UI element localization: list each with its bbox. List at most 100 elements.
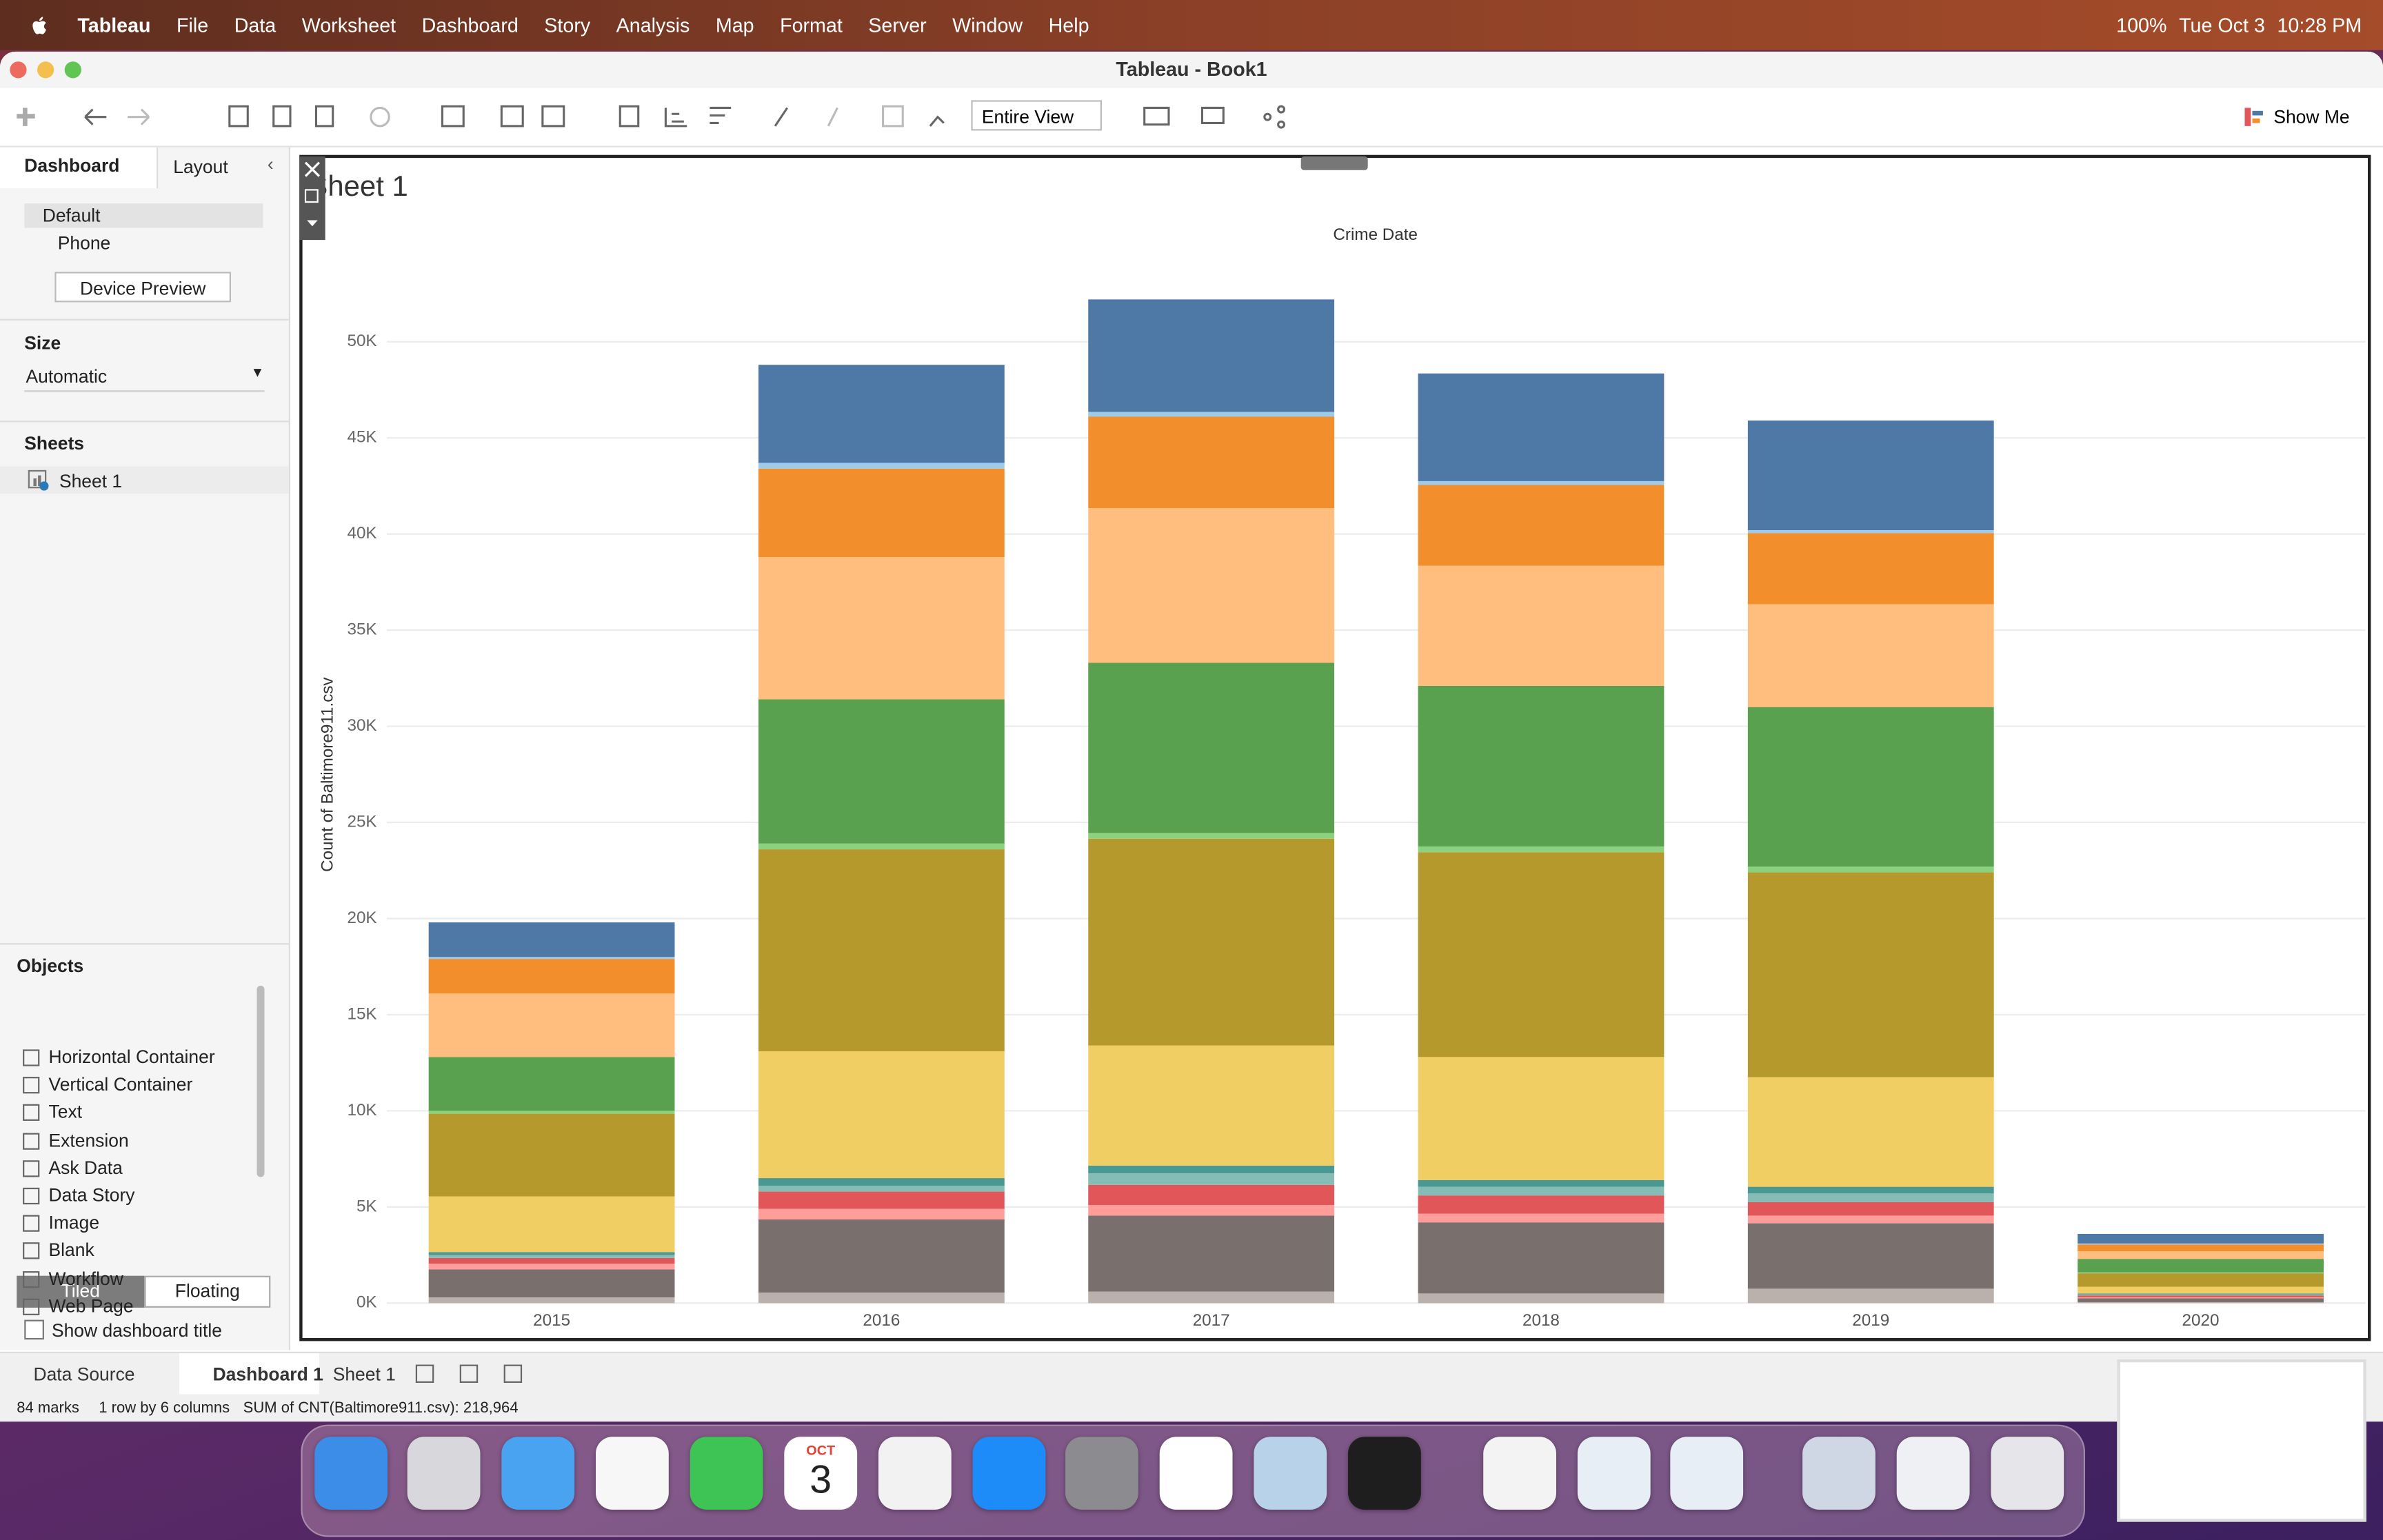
object-icon [23,1159,40,1177]
object-item[interactable]: Image [48,1212,100,1234]
dock-app-icon[interactable] [1577,1437,1651,1510]
bar-segment [758,849,1005,1051]
bar-segment [428,1255,675,1258]
y-tick-label: 5K [356,1197,377,1215]
x-axis-title: Crime Date [1333,225,1418,244]
bar-segment [428,922,675,958]
bar-segment [1747,1215,1994,1224]
menu-item[interactable]: Story [544,13,591,37]
menu-item[interactable]: File [177,13,209,37]
object-item[interactable]: Blank [48,1239,94,1262]
bar-segment [1418,1222,1665,1294]
dock-app-icon[interactable] [1896,1437,1970,1510]
device[interactable]: Phone [57,232,111,254]
dock-app-icon[interactable] [1991,1437,2064,1510]
control-icons [304,161,321,227]
scrollbar[interactable] [257,985,265,1177]
dropdown-arrow[interactable]: ▼ [250,364,265,380]
object-item[interactable]: Horizontal Container [48,1046,215,1068]
menu-item[interactable]: Server [868,13,927,37]
floating-button[interactable]: Floating [144,1275,271,1308]
collapse-arrow[interactable]: ‹ [267,153,274,175]
y-tick-label: 45K [347,428,376,447]
dock-app-icon[interactable] [1159,1437,1233,1510]
menu-item[interactable]: Data [234,13,276,37]
menu-item[interactable]: Dashboard [421,13,519,37]
status-items: 100% Tue Oct 3 10:28 PM [2116,14,2362,37]
bar-segment [428,1196,675,1253]
sheet-item[interactable]: Sheet 1 [59,470,123,492]
object-item[interactable]: Workflow [48,1267,123,1289]
menu-item[interactable]: Format [780,13,843,37]
menu-item[interactable]: Analysis [616,13,690,37]
dock-app-icon[interactable] [314,1437,388,1510]
object-item[interactable]: Web Page [48,1295,134,1317]
object-item[interactable]: Text [48,1102,83,1124]
divider [0,421,289,423]
menu-item[interactable]: Worksheet [301,13,396,37]
menu-item[interactable]: Map [715,13,754,37]
object-item[interactable]: Extension [48,1129,129,1151]
dock-app-icon[interactable] [1348,1437,1421,1510]
dock-app-icon[interactable] [1254,1437,1327,1510]
device[interactable]: Default [42,205,101,227]
checkbox-label[interactable]: Show dashboard title [51,1319,222,1341]
status-item[interactable]: 10:28 PM [2277,13,2362,37]
y-tick-label: 35K [347,620,376,639]
size-value[interactable]: Automatic [26,365,108,387]
object-icon [23,1049,40,1066]
bar-segment [1088,1173,1335,1185]
bar-segment [758,1293,1005,1304]
calendar-icon[interactable]: OCT 3 [784,1437,858,1510]
bar-segment [1088,507,1335,663]
bar-segment [1088,1165,1335,1174]
object-icon [23,1187,40,1205]
bar-segment [2078,1298,2324,1302]
traffic-lights[interactable] [9,61,85,79]
x-tick-label: 2020 [2182,1311,2220,1330]
bar-segment [2078,1297,2324,1299]
floating-controls[interactable] [299,156,325,241]
dock-app-icon[interactable] [1802,1437,1876,1510]
dock-app-icon[interactable] [1065,1437,1138,1510]
object-item[interactable]: Ask Data [48,1157,123,1179]
menu-item[interactable]: Window [952,13,1023,37]
status-item[interactable]: 100% [2116,13,2167,37]
checkbox[interactable] [24,1319,44,1340]
object-item[interactable]: Data Story [48,1184,135,1206]
status-item[interactable]: Tue Oct 3 [2179,13,2265,37]
new-tab-icons[interactable] [414,1362,535,1386]
bar-segment [428,1111,675,1114]
bar-segment [1747,1077,1994,1187]
show-me[interactable]: Show Me [2273,106,2350,128]
device-preview-button[interactable]: Device Preview [54,272,232,303]
tiled-button[interactable]: Tiled [17,1275,145,1308]
object-item[interactable]: Vertical Container [48,1074,193,1095]
app-name[interactable]: Tableau [77,13,151,37]
tab[interactable]: Data Source [33,1364,135,1386]
bar-segment [1747,530,1994,534]
dock-app-icon[interactable] [407,1437,481,1510]
dock-app-icon[interactable] [1670,1437,1744,1510]
dock-app-icon[interactable] [690,1437,763,1510]
menu-item[interactable]: Help [1048,13,1089,37]
bar-segment [2078,1293,2324,1295]
view-dropdown[interactable]: Entire View [971,100,1102,131]
dock-app-icon[interactable] [596,1437,669,1510]
drag-handle[interactable] [1300,156,1368,170]
toolbar-icons[interactable] [0,88,2128,146]
bar-segment [2078,1251,2324,1259]
dock-app-icon[interactable] [501,1437,575,1510]
dock-app-icon[interactable] [972,1437,1046,1510]
screenshot-thumbnail[interactable] [2117,1359,2366,1522]
layout-tab[interactable]: Layout [173,156,228,178]
bar-segment [1747,1193,1994,1202]
dock-app-icon[interactable] [878,1437,952,1510]
bar-segment [758,1219,1005,1293]
tab[interactable]: Dashboard 1 [212,1364,323,1386]
apple-logo[interactable] [28,13,52,37]
dock-app-icon[interactable] [1483,1437,1556,1510]
dashboard-tab[interactable]: Dashboard [24,154,120,176]
tab[interactable]: Sheet 1 [332,1364,396,1386]
